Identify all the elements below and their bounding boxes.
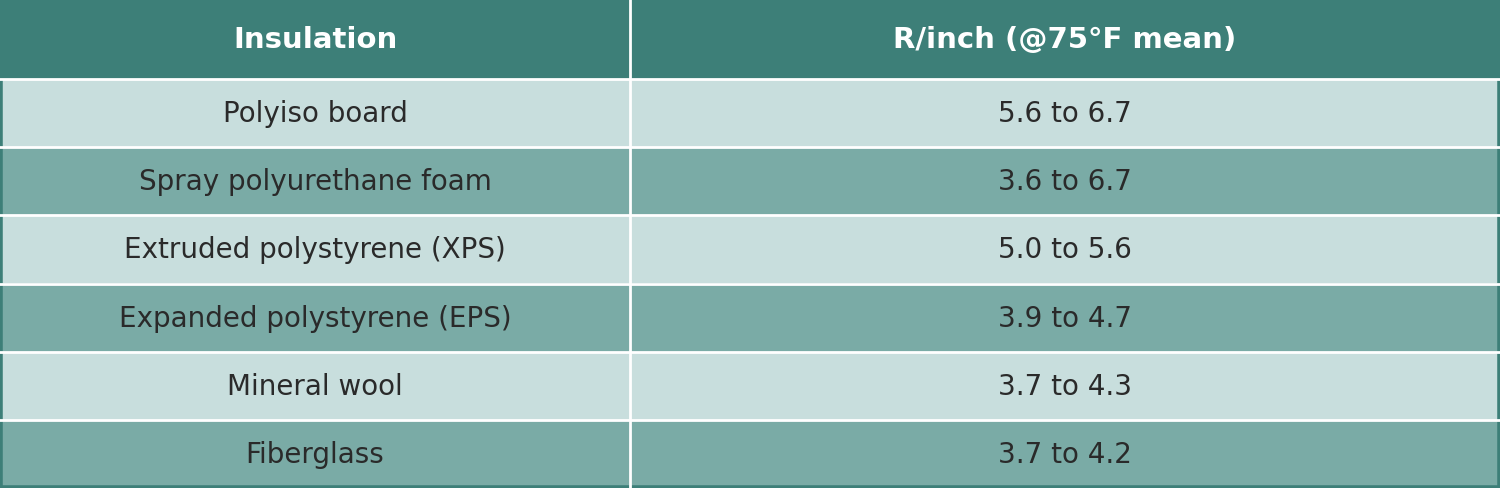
Text: Fiberglass: Fiberglass bbox=[246, 440, 384, 468]
Bar bbox=[630, 148, 1500, 216]
Bar bbox=[0, 284, 630, 352]
Bar bbox=[630, 216, 1500, 284]
Bar bbox=[630, 284, 1500, 352]
Text: Spray polyurethane foam: Spray polyurethane foam bbox=[138, 168, 492, 196]
Bar bbox=[0, 420, 630, 488]
Bar bbox=[630, 420, 1500, 488]
Bar bbox=[0, 352, 630, 420]
Text: 3.6 to 6.7: 3.6 to 6.7 bbox=[998, 168, 1132, 196]
Bar bbox=[0, 148, 630, 216]
Bar bbox=[0, 0, 630, 80]
Text: 3.7 to 4.2: 3.7 to 4.2 bbox=[998, 440, 1132, 468]
Bar bbox=[0, 80, 630, 148]
Text: Expanded polystyrene (EPS): Expanded polystyrene (EPS) bbox=[118, 304, 512, 332]
Bar bbox=[630, 80, 1500, 148]
Text: 3.9 to 4.7: 3.9 to 4.7 bbox=[998, 304, 1132, 332]
Bar bbox=[630, 0, 1500, 80]
Text: Polyiso board: Polyiso board bbox=[222, 100, 408, 128]
Text: 3.7 to 4.3: 3.7 to 4.3 bbox=[998, 372, 1132, 400]
Bar bbox=[630, 352, 1500, 420]
Text: Mineral wool: Mineral wool bbox=[226, 372, 404, 400]
Text: 5.0 to 5.6: 5.0 to 5.6 bbox=[998, 236, 1132, 264]
Text: Extruded polystyrene (XPS): Extruded polystyrene (XPS) bbox=[124, 236, 506, 264]
Text: R/inch (@75°F mean): R/inch (@75°F mean) bbox=[894, 26, 1236, 54]
Bar bbox=[0, 216, 630, 284]
Text: 5.6 to 6.7: 5.6 to 6.7 bbox=[998, 100, 1132, 128]
Text: Insulation: Insulation bbox=[232, 26, 398, 54]
